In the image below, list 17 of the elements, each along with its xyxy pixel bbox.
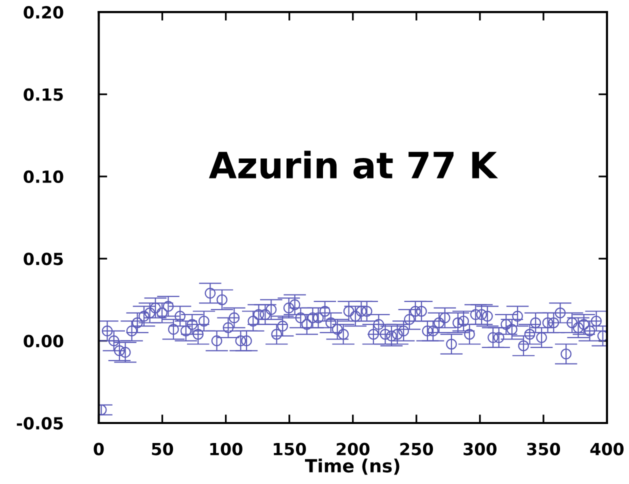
x-tick-label: 50 [152,442,174,456]
x-tick-label: 350 [527,442,560,456]
x-tick-label: 250 [400,442,433,456]
y-tick-label: 0.20 [24,6,64,19]
x-tick-label: 100 [210,442,242,456]
annotation: Azurin at 77 K [208,150,498,179]
y-tick-label: 0.10 [24,170,64,184]
x-tick-label: 0 [94,442,104,456]
y-tick-label: -0.05 [16,416,63,430]
y-tick-label: 0.00 [24,334,64,348]
x-tick-label: 150 [274,442,306,456]
y-tick-label: 0.05 [24,252,63,266]
x-tick-label: 300 [464,442,497,456]
x-axis-title: Time (ns) [304,458,400,475]
y-tick-label: 0.15 [24,88,63,101]
x-tick-label: 400 [590,442,624,456]
x-tick-label: 200 [336,442,370,456]
